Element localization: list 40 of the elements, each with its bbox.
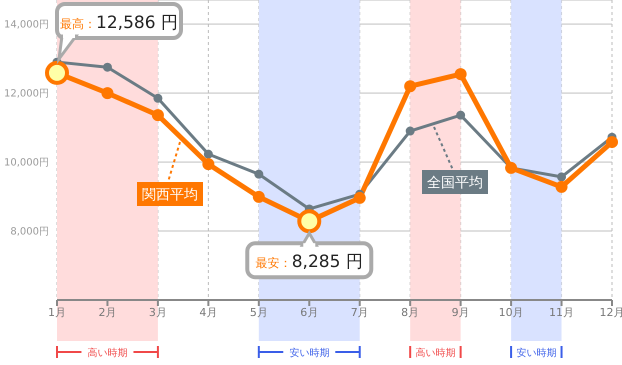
point <box>204 150 213 159</box>
x-tick-label: 4月 <box>199 306 218 319</box>
band-label: 安い時期 <box>516 347 556 359</box>
point <box>454 68 467 80</box>
point <box>102 62 112 72</box>
y-tick-label: 8,000円 <box>10 226 49 238</box>
x-tick-label: 9月 <box>452 306 470 319</box>
y-tick-label: 10,000円 <box>4 158 49 169</box>
band-label: 高い時期 <box>415 347 456 359</box>
x-tick-label: 8月 <box>401 306 420 319</box>
y-tick-label: 12,000円 <box>4 88 49 100</box>
point <box>556 180 568 193</box>
series-label: 全国平均 <box>427 175 483 191</box>
point <box>254 170 264 179</box>
point <box>404 80 416 92</box>
point <box>354 192 366 204</box>
point <box>606 136 618 148</box>
annotation: 最高：12,586 円 <box>60 13 178 33</box>
point <box>153 94 162 103</box>
x-tick-label: 12月 <box>600 306 622 319</box>
point <box>252 190 265 203</box>
x-tick-label: 7月 <box>350 306 369 319</box>
point <box>202 158 214 170</box>
y-tick-label: 14,000円 <box>4 20 49 31</box>
x-tick-label: 11月 <box>549 306 574 319</box>
point <box>101 87 114 100</box>
band-label: 高い時期 <box>87 347 128 359</box>
x-tick-label: 5月 <box>250 306 268 319</box>
x-tick-label: 10月 <box>498 306 524 319</box>
x-tick-label: 2月 <box>98 306 116 319</box>
series-label: 関西平均 <box>142 187 198 203</box>
band-label: 安い時期 <box>289 347 330 359</box>
point <box>456 110 466 120</box>
point <box>406 126 415 136</box>
point <box>152 109 164 122</box>
x-tick-label: 1月 <box>48 306 66 319</box>
annotation: 最安：8,285 円 <box>256 252 363 272</box>
x-tick-label: 6月 <box>300 306 318 319</box>
x-tick-label: 3月 <box>148 306 167 319</box>
point <box>557 172 566 182</box>
